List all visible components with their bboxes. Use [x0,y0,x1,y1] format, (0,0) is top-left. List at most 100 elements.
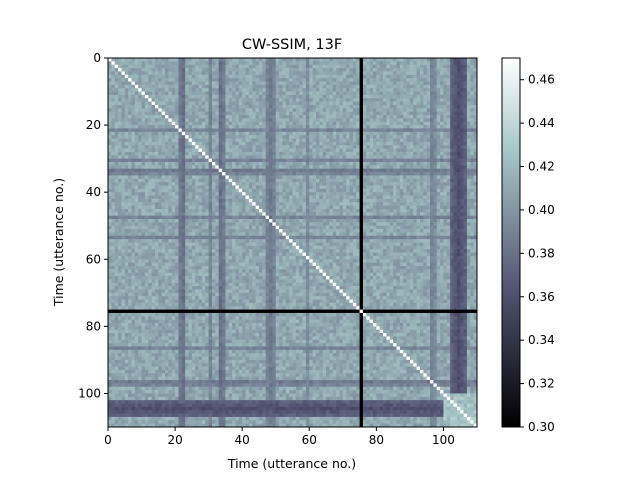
heatmap-cell [456,101,461,106]
heatmap-cell [366,98,371,102]
heatmap-cell [463,81,468,86]
heatmap-cell [466,125,471,129]
heatmap-cell [282,158,287,163]
heatmap-cell [349,94,354,99]
heatmap-cell [279,178,283,183]
heatmap-cell [228,148,233,153]
heatmap-cell [245,175,250,180]
heatmap-cell [178,125,183,129]
heatmap-cell [242,121,246,126]
heatmap-cell [161,115,166,119]
heatmap-cell [470,78,474,82]
heatmap-cell [252,172,256,176]
heatmap-cell [131,121,136,126]
heatmap-cell [396,104,401,109]
heatmap-cell [446,101,451,106]
heatmap-cell [322,98,327,102]
heatmap-cell [198,108,203,113]
heatmap-cell [275,165,280,170]
heatmap-cell [265,104,270,109]
heatmap-cell [131,71,136,76]
heatmap-cell [154,118,159,123]
heatmap-cell [440,178,444,183]
heatmap-cell [289,158,293,163]
heatmap-cell [386,101,391,106]
heatmap-cell [473,165,478,170]
heatmap-cell [138,98,142,102]
heatmap-cell [191,118,196,123]
heatmap-cell [171,155,176,159]
heatmap-cell [369,94,374,99]
heatmap-cell [436,108,441,113]
heatmap-cell [108,155,112,159]
heatmap-cell [453,78,458,82]
heatmap-cell [299,138,303,143]
heatmap-cell [258,115,263,119]
heatmap-cell [128,94,132,99]
heatmap-cell [141,145,146,149]
heatmap-cell [225,71,230,76]
heatmap-cell [242,71,246,76]
heatmap-cell [121,192,126,196]
heatmap-cell [453,58,458,62]
heatmap-cell [336,138,340,143]
heatmap-cell [470,178,474,183]
heatmap-cell [252,128,256,133]
heatmap-cell [470,104,474,109]
heatmap-cell [191,165,196,170]
heatmap-cell [134,188,139,193]
heatmap-cell [168,88,173,92]
heatmap-cell [359,78,364,82]
heatmap-cell [450,145,454,149]
heatmap-cell [235,151,240,156]
heatmap-cell [470,145,474,149]
heatmap-cell [158,94,163,99]
heatmap-cell [171,64,176,69]
heatmap-cell [255,161,260,166]
heatmap-cell [352,205,357,210]
heatmap-cell [211,148,216,153]
heatmap-cell [211,172,216,176]
heatmap-cell [148,84,152,89]
heatmap-cell [128,118,132,123]
heatmap-cell [161,175,166,180]
heatmap-cell [165,202,169,206]
heatmap-cell [315,118,320,123]
heatmap-cell [299,161,303,166]
heatmap-cell [232,198,236,203]
heatmap-cell [336,148,340,153]
heatmap-cell [238,135,243,139]
heatmap-cell [211,205,216,210]
heatmap-cell [248,198,253,203]
heatmap-cell [151,172,156,176]
heatmap-cell [362,64,367,69]
heatmap-cell [460,195,464,200]
heatmap-cell [198,208,203,213]
heatmap-cell [346,68,350,72]
heatmap-cell [131,98,136,102]
heatmap-cell [446,58,451,62]
heatmap-cell [346,198,350,203]
heatmap-cell [108,58,112,62]
heatmap-cell [228,131,233,136]
heatmap-cell [362,198,367,203]
heatmap-cell [225,128,230,133]
heatmap-cell [366,88,371,92]
heatmap-cell [399,74,404,79]
heatmap-cell [460,138,464,143]
heatmap-cell [198,158,203,163]
heatmap-cell [362,145,367,149]
heatmap-cell [450,74,454,79]
heatmap-cell [433,84,438,89]
heatmap-cell [373,198,377,203]
heatmap-cell [208,182,213,186]
heatmap-cell [171,111,176,116]
heatmap-cell [339,188,344,193]
heatmap-cell [144,182,149,186]
heatmap-cell [305,74,310,79]
heatmap-cell [369,74,374,79]
heatmap-cell [222,141,226,146]
heatmap-cell [238,91,243,96]
heatmap-cell [269,185,273,190]
heatmap-cell [289,175,293,180]
